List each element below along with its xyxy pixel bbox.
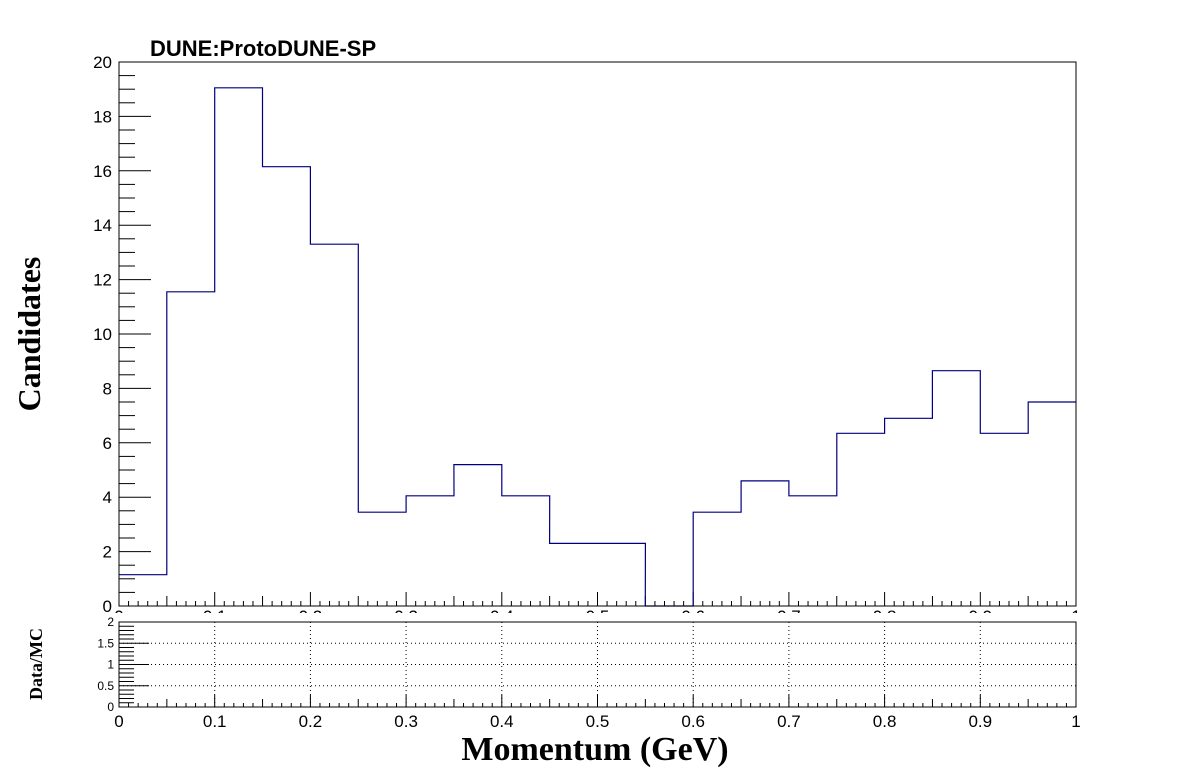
x-tick-label: 0.4 <box>490 712 514 731</box>
histogram-step-line <box>119 87 1076 607</box>
y-tick-label: 0 <box>103 597 112 616</box>
y-tick-label: 8 <box>103 379 112 398</box>
chart-title: DUNE:ProtoDUNE-SP <box>150 36 376 61</box>
y-tick-label: 16 <box>93 162 112 181</box>
ratio-panel: 00.511.52 0 0.1 0.2 0.3 0.4 0.5 0.6 0.7 0.8 0.9 1 … <box>26 615 1081 768</box>
lower-y-tick-labels: 0 0.5 1 1.5 2 <box>97 615 114 714</box>
lower-x-tick-labels: 0 0.1 0.2 0.3 0.4 0.5 0.6 0.7 0.8 0.9 1 <box>114 712 1080 731</box>
upper-y-axis-label: Candidates <box>11 257 47 412</box>
x-axis-label: Momentum (GeV) <box>461 731 728 768</box>
y-tick-label: 14 <box>93 216 112 235</box>
ratio-y-tick-label: 2 <box>107 615 114 629</box>
lower-plot-frame <box>118 621 1077 708</box>
upper-axis-ticks <box>118 61 1077 607</box>
x-tick-label: 0.9 <box>968 712 992 731</box>
y-tick-label: 2 <box>103 543 112 562</box>
x-tick-label: 0.2 <box>299 712 323 731</box>
x-tick-label: 0.1 <box>203 712 227 731</box>
y-tick-label: 4 <box>103 488 112 507</box>
x-tick-label: 0.6 <box>681 712 705 731</box>
lower-axis-ticks <box>118 621 1077 708</box>
y-tick-label: 18 <box>93 107 112 126</box>
x-tick-label: 0.7 <box>777 712 801 731</box>
x-tick-label: 0.8 <box>873 712 897 731</box>
upper-y-tick-labels: 0 2 4 6 8 10 12 14 16 18 20 <box>93 53 112 616</box>
x-tick-label: 0.3 <box>394 712 418 731</box>
ratio-y-tick-label: 1 <box>107 658 114 672</box>
x-tick-label: 0 <box>114 712 123 731</box>
y-tick-label: 10 <box>93 325 112 344</box>
ratio-y-tick-label: 0 <box>107 700 114 714</box>
panel-gap <box>0 613 1196 622</box>
y-tick-label: 20 <box>93 53 112 72</box>
x-tick-label: 1 <box>1071 712 1080 731</box>
y-tick-label: 12 <box>93 271 112 290</box>
ratio-y-tick-label: 1.5 <box>97 636 114 650</box>
ratio-y-tick-label: 0.5 <box>97 679 114 693</box>
upper-plot-frame <box>118 61 1077 607</box>
lower-y-axis-label: Data/MC <box>26 628 46 700</box>
y-tick-label: 6 <box>103 434 112 453</box>
x-tick-label: 0.5 <box>586 712 610 731</box>
